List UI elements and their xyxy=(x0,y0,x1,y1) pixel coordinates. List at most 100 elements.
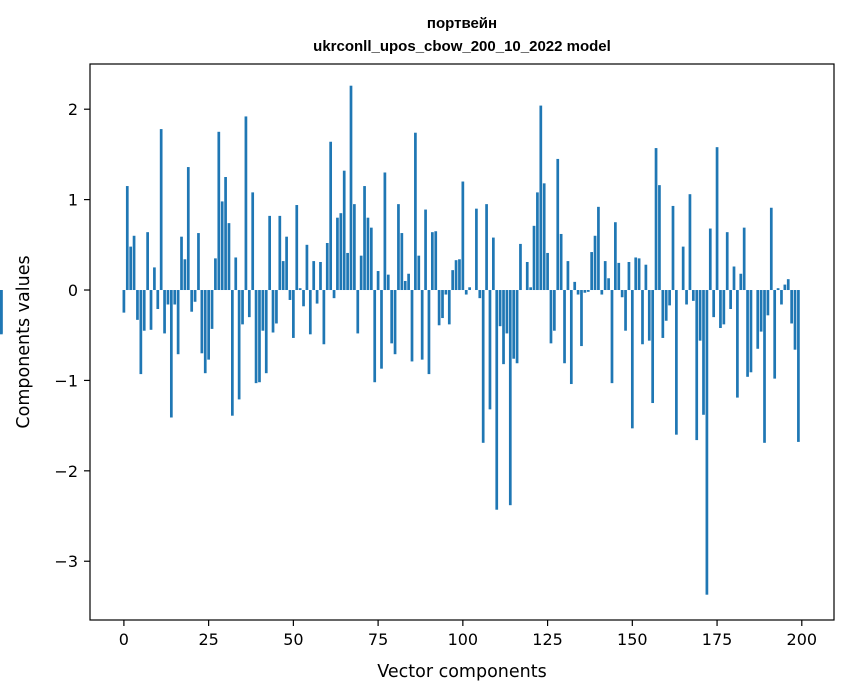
bar-105 xyxy=(478,290,482,299)
bar-194 xyxy=(780,290,783,305)
bar-54 xyxy=(305,244,309,291)
bar-56 xyxy=(312,261,316,291)
bar-196 xyxy=(786,279,790,291)
bar-21 xyxy=(193,290,197,302)
bar-172 xyxy=(705,290,709,595)
bar-10 xyxy=(156,290,160,310)
x-tick-label: 75 xyxy=(368,630,388,649)
bar-178 xyxy=(725,232,729,291)
bar-57 xyxy=(315,290,319,304)
bar-18 xyxy=(183,259,187,291)
plot-frame xyxy=(89,63,835,621)
y-tick-label: 1 xyxy=(68,191,78,210)
bar-67 xyxy=(349,85,353,291)
bar-149 xyxy=(627,261,631,291)
bar-61 xyxy=(329,141,333,291)
bar-30 xyxy=(224,177,227,291)
bar-156 xyxy=(651,290,655,404)
bar-185 xyxy=(749,290,753,373)
bar-165 xyxy=(681,246,685,291)
bar-14 xyxy=(169,290,173,418)
bar-108 xyxy=(488,290,492,410)
bar-106 xyxy=(481,290,485,443)
bar-8 xyxy=(149,290,153,330)
bar-45 xyxy=(275,290,278,324)
bar-151 xyxy=(634,257,638,291)
bar-136 xyxy=(583,290,587,293)
bar-90 xyxy=(427,290,431,375)
bar-145 xyxy=(614,222,617,291)
bar-77 xyxy=(383,172,387,291)
y-axis-label: Components values xyxy=(14,255,34,428)
bars-group xyxy=(0,85,800,595)
bar-0 xyxy=(122,290,126,313)
bar-79 xyxy=(390,290,394,344)
y-axis-ticks: −3 −2 −1 0 1 2 xyxy=(54,100,90,571)
bar-125 xyxy=(546,252,549,291)
bar-74 xyxy=(373,290,377,383)
bar-175 xyxy=(715,147,719,291)
bar-51 xyxy=(295,205,299,291)
bar-188 xyxy=(759,290,763,332)
bar-134 xyxy=(576,290,580,295)
y-tick-label: 2 xyxy=(68,100,78,119)
bar-177 xyxy=(722,290,726,325)
bar-86 xyxy=(414,132,417,291)
bar-97 xyxy=(451,270,455,291)
bar-195 xyxy=(783,284,787,291)
bar-157 xyxy=(654,148,658,291)
bar-27 xyxy=(214,258,217,291)
bar-99 xyxy=(458,259,461,291)
bar-168 xyxy=(691,290,695,301)
bar-62 xyxy=(332,290,336,299)
bar-29 xyxy=(220,201,224,291)
bar-152 xyxy=(637,258,641,291)
bar-85 xyxy=(410,290,414,362)
bar-73 xyxy=(369,227,373,291)
bar-52 xyxy=(298,288,302,291)
bar-20 xyxy=(190,290,194,312)
bar-112 xyxy=(502,290,505,365)
bar-101 xyxy=(464,290,468,295)
bar-122 xyxy=(536,192,539,291)
bar-110 xyxy=(495,290,499,510)
bar-2 xyxy=(129,246,133,291)
bar-199 xyxy=(797,290,800,442)
bar-146 xyxy=(617,262,621,291)
bar-42 xyxy=(264,290,268,374)
bar-49 xyxy=(288,290,292,300)
bar-173 xyxy=(708,228,712,291)
bar-41 xyxy=(261,290,265,331)
bar-58 xyxy=(319,261,322,291)
bar-150 xyxy=(630,290,634,429)
bar-33 xyxy=(234,257,238,291)
bar-187 xyxy=(756,290,760,349)
bar-64 xyxy=(339,213,343,291)
bar-50 xyxy=(292,290,295,338)
x-tick-label: 50 xyxy=(283,630,303,649)
y-tick-label: −3 xyxy=(54,552,78,571)
bar-155 xyxy=(647,290,651,341)
bar-183 xyxy=(742,227,746,291)
bar-137 xyxy=(586,290,590,292)
bar-89 xyxy=(424,209,427,291)
bar-37 xyxy=(247,290,251,318)
bar-63 xyxy=(336,217,339,291)
bar-28 xyxy=(217,131,221,291)
bar-181 xyxy=(736,290,739,398)
bar-88 xyxy=(420,290,424,360)
bar-70 xyxy=(359,255,363,291)
bar-176 xyxy=(719,290,722,328)
bar-55 xyxy=(308,290,312,335)
x-tick-label: 100 xyxy=(448,630,479,649)
bar-174 xyxy=(712,290,716,318)
bar-75 xyxy=(376,271,380,291)
bar-60 xyxy=(325,243,329,291)
bar-153 xyxy=(641,290,644,345)
x-axis-ticks: 0 25 50 75 100 125 150 175 200 xyxy=(119,620,817,649)
bar-98 xyxy=(454,260,458,291)
bar-179 xyxy=(729,290,732,310)
bar-96 xyxy=(447,290,451,325)
bar-36 xyxy=(244,116,248,291)
